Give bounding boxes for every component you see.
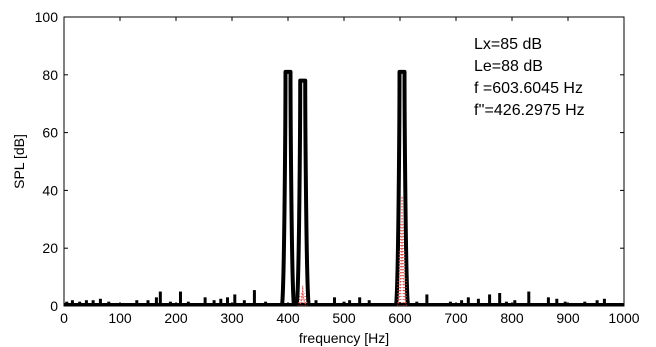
x-tick-label: 100 [108,310,132,326]
annotation-lx: Lx=85 dB [474,36,542,53]
y-axis: 0 20 40 60 80 100 [35,9,624,314]
x-tick-label: 600 [388,310,412,326]
peak [394,69,411,307]
series-1 [297,196,408,307]
series-layer [64,69,624,307]
peak [297,285,309,307]
x-tick-label: 0 [60,310,68,326]
y-axis-label: SPL [dB] [11,134,27,189]
x-tick-label: 800 [500,310,524,326]
x-tick-label: 900 [556,310,580,326]
x-axis-label: frequency [Hz] [299,330,389,346]
y-tick-label: 0 [50,298,58,314]
x-tick-label: 300 [220,310,244,326]
y-tick-label: 100 [35,9,59,25]
peak [294,78,311,307]
annotation-box: Lx=85 dB Le=88 dB f =603.6045 Hz f''=426… [474,36,585,119]
x-tick-label: 1000 [608,310,639,326]
x-tick-label: 400 [276,310,300,326]
annotation-f2: f''=426.2975 Hz [474,102,585,119]
series-0 [64,69,624,307]
x-tick-label: 200 [164,310,188,326]
annotation-f: f =603.6045 Hz [474,80,583,97]
y-tick-label: 60 [42,125,58,141]
x-tick-label: 500 [332,310,356,326]
annotation-le: Le=88 dB [474,58,543,75]
x-tick-label: 700 [444,310,468,326]
y-tick-label: 80 [42,67,58,83]
y-tick-label: 20 [42,240,58,256]
x-axis: 0 100 200 300 400 500 600 700 800 900 1000 [60,17,640,326]
peak [280,69,296,307]
plot-area [64,17,624,306]
y-tick-label: 40 [42,182,58,198]
